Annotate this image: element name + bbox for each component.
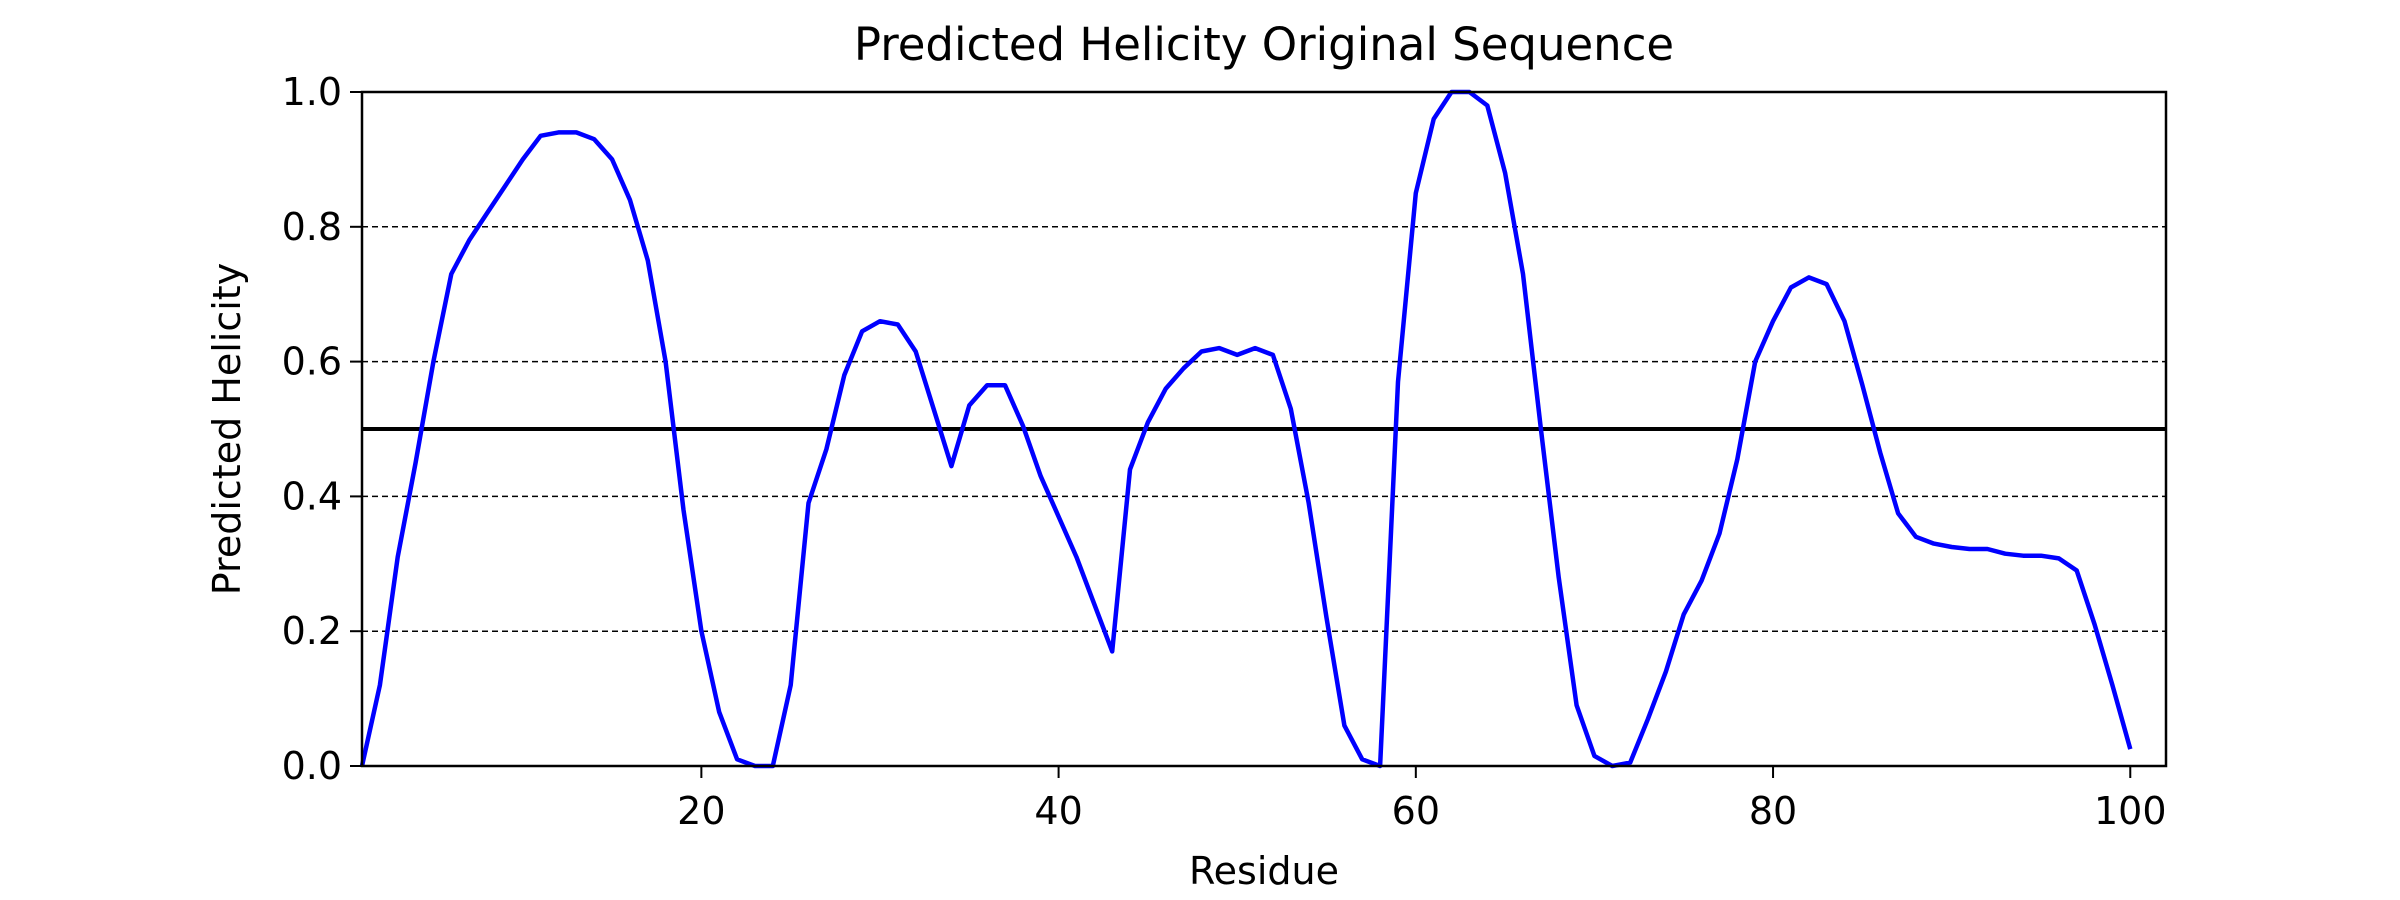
y-tick-label: 1.0 [282, 70, 342, 114]
helicity-series-line [359, 89, 2133, 769]
x-tick-label: 80 [1749, 789, 1797, 833]
x-axis: 20 40 60 80 100 [677, 766, 2167, 833]
x-axis-label: Residue [1189, 849, 1339, 893]
y-axis-label: Predicted Helicity [205, 263, 249, 595]
y-tick-label: 0.2 [282, 609, 342, 653]
y-tick-label: 0.8 [282, 205, 342, 249]
chart-title: Predicted Helicity Original Sequence [854, 18, 1674, 71]
plot-frame [360, 90, 2168, 768]
x-tick-label: 100 [2094, 789, 2167, 833]
gridlines [362, 226, 2166, 632]
x-tick-label: 20 [677, 789, 725, 833]
y-axis: 0.0 0.2 0.4 0.6 0.8 1.0 [282, 70, 362, 788]
y-tick-label: 0.4 [282, 474, 342, 518]
y-tick-label: 0.0 [282, 744, 342, 788]
x-tick-label: 60 [1392, 789, 1440, 833]
x-tick-label: 40 [1034, 789, 1082, 833]
y-tick-label: 0.6 [282, 340, 342, 384]
